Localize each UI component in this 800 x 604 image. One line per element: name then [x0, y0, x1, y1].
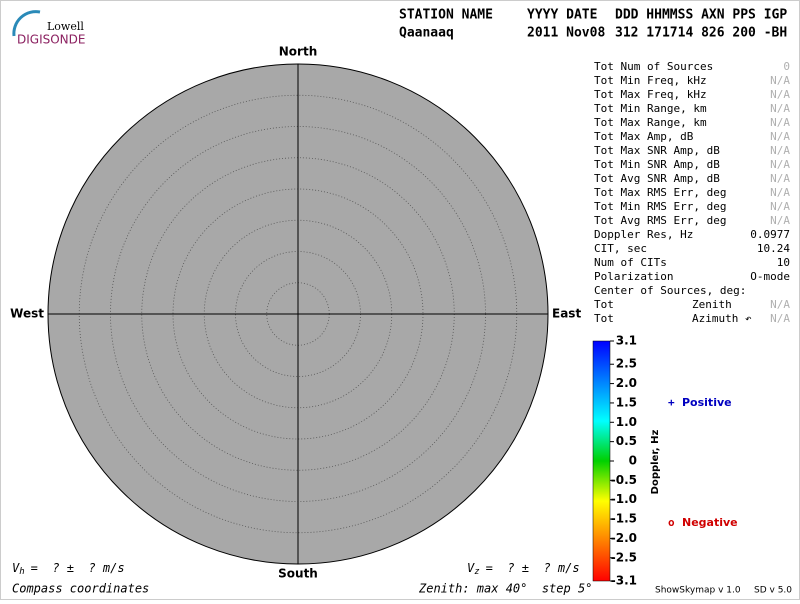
colorbar-tick-label: 3.1: [616, 334, 637, 348]
colorbar-tick-label: -2.0: [611, 531, 637, 545]
colorbar-tick-label: -1.0: [611, 492, 637, 506]
vz-label: Vz = ? ± ? m/s: [467, 561, 580, 577]
stat-value: N/A: [770, 130, 790, 143]
stat-value: N/A: [770, 298, 790, 311]
stat-value: N/A: [770, 186, 790, 199]
colorbar-tick-label: 0.5: [616, 434, 637, 448]
stat-value: N/A: [770, 74, 790, 87]
colorbar-tick-label: 0: [629, 454, 637, 468]
stat-value: N/A: [770, 312, 790, 325]
stat-label: Tot Max Freq, kHz: [594, 88, 707, 101]
legend-label: Positive: [682, 396, 732, 409]
vh-symbol: V: [12, 561, 20, 575]
stat-label: Num of CITs: [594, 256, 667, 269]
stat-value: O-mode: [750, 270, 790, 283]
stat-label: Tot Max Range, km: [594, 116, 707, 129]
logo-top: Lowell: [47, 20, 84, 33]
stat-label: Tot Max SNR Amp, dB: [594, 144, 720, 157]
header-col: DDD HHMMSS AXN PPS IGP: [615, 8, 787, 23]
stat-label: Tot Avg RMS Err, deg: [594, 214, 726, 227]
header-col: STATION NAME: [399, 8, 493, 23]
south-label: South: [278, 567, 318, 581]
colorbar: [592, 340, 611, 582]
logo-swoosh: [12, 10, 41, 37]
header-col: YYYY DATE: [527, 8, 597, 23]
colorbar-tick-label: -1.5: [611, 512, 637, 526]
stat-value: 0: [783, 60, 790, 73]
program-version: ShowSkymap v 1.0: [655, 586, 741, 596]
colorbar-tick-label: 1.0: [616, 415, 637, 429]
colorbar-tick-label: 2.0: [616, 376, 637, 390]
stat-sublabel: Azimuth ↶: [692, 312, 752, 325]
stat-value: N/A: [770, 102, 790, 115]
colorbar-tick-label: 1.5: [616, 395, 637, 409]
stat-label: CIT, sec: [594, 242, 647, 255]
colorbar-tick-label: -2.5: [611, 550, 637, 564]
logo-bottom: DIGISONDE: [17, 33, 85, 47]
stat-value: N/A: [770, 158, 790, 171]
vh-label: Vh = ? ± ? m/s: [12, 561, 125, 577]
vh-text: = ? ± ? m/s: [31, 561, 125, 575]
west-label: West: [10, 307, 44, 321]
stat-label: Tot Min RMS Err, deg: [594, 200, 726, 213]
stat-value: N/A: [770, 88, 790, 101]
colorbar-tick-label: -3.1: [611, 574, 637, 588]
stat-label: Tot: [594, 298, 614, 311]
stat-label: Tot: [594, 312, 614, 325]
east-label: East: [552, 307, 581, 321]
stat-value: 0.0977: [750, 228, 790, 241]
stat-label: Tot Max Amp, dB: [594, 130, 694, 143]
vz-sub: z: [474, 567, 479, 577]
header-value: 2011 Nov08: [527, 26, 605, 41]
stat-value: N/A: [770, 200, 790, 213]
stat-label: Tot Min Range, km: [594, 102, 707, 115]
legend-symbol: o: [668, 516, 675, 529]
stat-label: Tot Avg SNR Amp, dB: [594, 172, 720, 185]
stat-label: Tot Min SNR Amp, dB: [594, 158, 720, 171]
stat-value: N/A: [770, 172, 790, 185]
sd-version: SD v 5.0: [754, 586, 792, 596]
stat-value: 10.24: [757, 242, 790, 255]
legend-label: Negative: [682, 516, 738, 529]
header-value: Qaanaaq: [399, 26, 454, 41]
colorbar-tick-label: -0.5: [611, 473, 637, 487]
vz-symbol: V: [467, 561, 475, 575]
colorbar-tick-label: 2.5: [616, 357, 637, 371]
stat-sublabel: Zenith: [692, 298, 732, 311]
legend-symbol: +: [668, 396, 675, 409]
colorbar-label: Doppler, Hz: [650, 430, 661, 495]
stat-label: Tot Max RMS Err, deg: [594, 186, 726, 199]
stat-value: N/A: [770, 116, 790, 129]
stat-value: 10: [777, 256, 790, 269]
stat-value: N/A: [770, 214, 790, 227]
coordinates-note: Compass coordinates: [12, 582, 149, 596]
vh-sub: h: [19, 567, 24, 577]
stat-label: Tot Num of Sources: [594, 60, 713, 73]
stat-label: Center of Sources, deg:: [594, 284, 746, 297]
north-label: North: [279, 45, 317, 59]
stat-label: Doppler Res, Hz: [594, 228, 693, 241]
stat-label: Tot Min Freq, kHz: [594, 74, 707, 87]
vz-text: = ? ± ? m/s: [486, 561, 580, 575]
stat-value: N/A: [770, 144, 790, 157]
zenith-note: Zenith: max 40° step 5°: [418, 582, 592, 596]
stat-label: Polarization: [594, 270, 673, 283]
header-value: 312 171714 826 200 -BH: [615, 26, 787, 41]
